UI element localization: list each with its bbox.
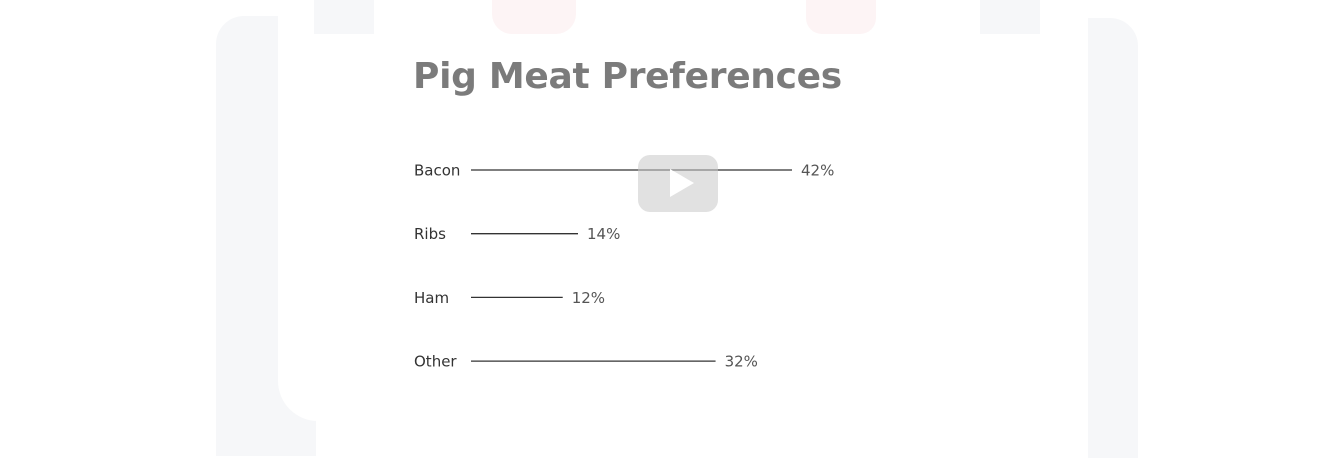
bar-chart: Bacon 42% Ribs 14% Ham 12% Other 32% bbox=[414, 162, 834, 371]
data-label: 42% bbox=[801, 162, 834, 180]
background-decoration-right bbox=[1088, 18, 1138, 458]
background-decoration-top bbox=[314, 0, 374, 34]
chart-card bbox=[316, 34, 1088, 454]
background-decoration-top bbox=[492, 0, 576, 34]
category-label: Ham bbox=[414, 289, 449, 307]
data-label: 32% bbox=[725, 353, 758, 371]
background-decoration-top bbox=[980, 0, 1040, 34]
data-label: 14% bbox=[587, 225, 620, 243]
category-label: Other bbox=[414, 353, 457, 371]
video-play-button[interactable] bbox=[638, 155, 718, 212]
background-decoration-left-inner bbox=[278, 16, 318, 421]
data-label: 12% bbox=[572, 289, 605, 307]
category-label: Bacon bbox=[414, 162, 460, 180]
category-label: Ribs bbox=[414, 225, 446, 243]
background-decoration-top bbox=[806, 0, 876, 34]
play-icon[interactable] bbox=[670, 169, 694, 197]
chart-title: Pig Meat Preferences bbox=[413, 56, 842, 97]
